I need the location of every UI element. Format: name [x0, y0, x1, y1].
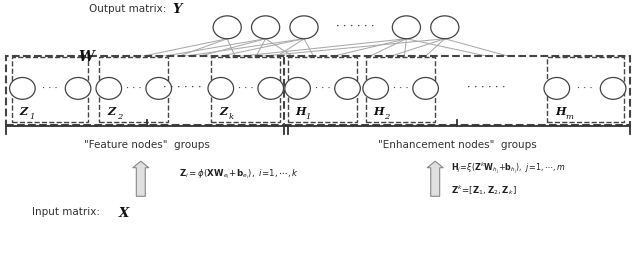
Ellipse shape: [363, 77, 388, 99]
FancyBboxPatch shape: [12, 57, 88, 122]
Ellipse shape: [544, 77, 570, 99]
Text: H: H: [296, 106, 306, 117]
Text: "Enhancement nodes"  groups: "Enhancement nodes" groups: [378, 140, 536, 150]
Ellipse shape: [335, 77, 360, 99]
Text: · · ·: · · ·: [393, 84, 408, 93]
Ellipse shape: [146, 77, 172, 99]
FancyBboxPatch shape: [547, 57, 624, 122]
Text: $\mathbf{H}_j\!=\!\xi(\mathbf{Z}^k\mathbf{W}_{h_j}\!+\!\mathbf{b}_{h_j}),\ j\!=\: $\mathbf{H}_j\!=\!\xi(\mathbf{Z}^k\mathb…: [451, 160, 566, 176]
Text: · · ·: · · ·: [315, 84, 330, 93]
FancyArrow shape: [133, 161, 149, 196]
Ellipse shape: [252, 16, 280, 39]
Text: 2: 2: [117, 113, 122, 121]
Text: "Feature nodes"  groups: "Feature nodes" groups: [84, 140, 210, 150]
FancyArrow shape: [428, 161, 443, 196]
Text: Y: Y: [173, 3, 182, 16]
FancyBboxPatch shape: [366, 57, 435, 122]
FancyBboxPatch shape: [288, 57, 357, 122]
Text: k: k: [229, 113, 234, 121]
Text: 2: 2: [384, 113, 389, 121]
Ellipse shape: [600, 77, 626, 99]
Ellipse shape: [96, 77, 122, 99]
Text: Z: Z: [107, 106, 115, 117]
Text: m: m: [565, 113, 573, 121]
FancyBboxPatch shape: [284, 56, 630, 125]
Text: Input matrix:: Input matrix:: [32, 207, 100, 217]
Text: Output matrix:: Output matrix:: [89, 4, 166, 14]
Text: · · · · · ·: · · · · · ·: [163, 83, 202, 93]
FancyBboxPatch shape: [6, 56, 293, 125]
Text: · · ·: · · ·: [42, 84, 58, 93]
Ellipse shape: [431, 16, 459, 39]
Ellipse shape: [10, 77, 35, 99]
Text: · · · · · ·: · · · · · ·: [467, 83, 506, 93]
Text: 1: 1: [29, 113, 35, 121]
Text: H: H: [374, 106, 384, 117]
Text: 1: 1: [306, 113, 311, 121]
Ellipse shape: [213, 16, 241, 39]
Ellipse shape: [208, 77, 234, 99]
Text: W: W: [79, 50, 94, 64]
FancyBboxPatch shape: [99, 57, 168, 122]
Text: · · · · · ·: · · · · · ·: [336, 22, 374, 32]
Ellipse shape: [290, 16, 318, 39]
Text: · · ·: · · ·: [126, 84, 141, 93]
Ellipse shape: [285, 77, 310, 99]
Text: H: H: [555, 106, 565, 117]
Ellipse shape: [258, 77, 284, 99]
Text: Z: Z: [19, 106, 28, 117]
Ellipse shape: [65, 77, 91, 99]
Text: · · ·: · · ·: [577, 84, 593, 93]
Text: · · ·: · · ·: [238, 84, 253, 93]
Text: $\mathbf{Z}^k\!=\![\mathbf{Z}_1,\mathbf{Z}_2,\mathbf{Z}_k]$: $\mathbf{Z}^k\!=\![\mathbf{Z}_1,\mathbf{…: [451, 183, 517, 197]
Text: X: X: [118, 207, 129, 220]
FancyBboxPatch shape: [211, 57, 280, 122]
Text: $\mathbf{Z}_i = \phi(\mathbf{X}\mathbf{W}_{e_i}\!+\!\mathbf{b}_{e_i}),\ i\!=\!1,: $\mathbf{Z}_i = \phi(\mathbf{X}\mathbf{W…: [179, 167, 299, 181]
Ellipse shape: [392, 16, 420, 39]
Text: Z: Z: [219, 106, 227, 117]
Ellipse shape: [413, 77, 438, 99]
